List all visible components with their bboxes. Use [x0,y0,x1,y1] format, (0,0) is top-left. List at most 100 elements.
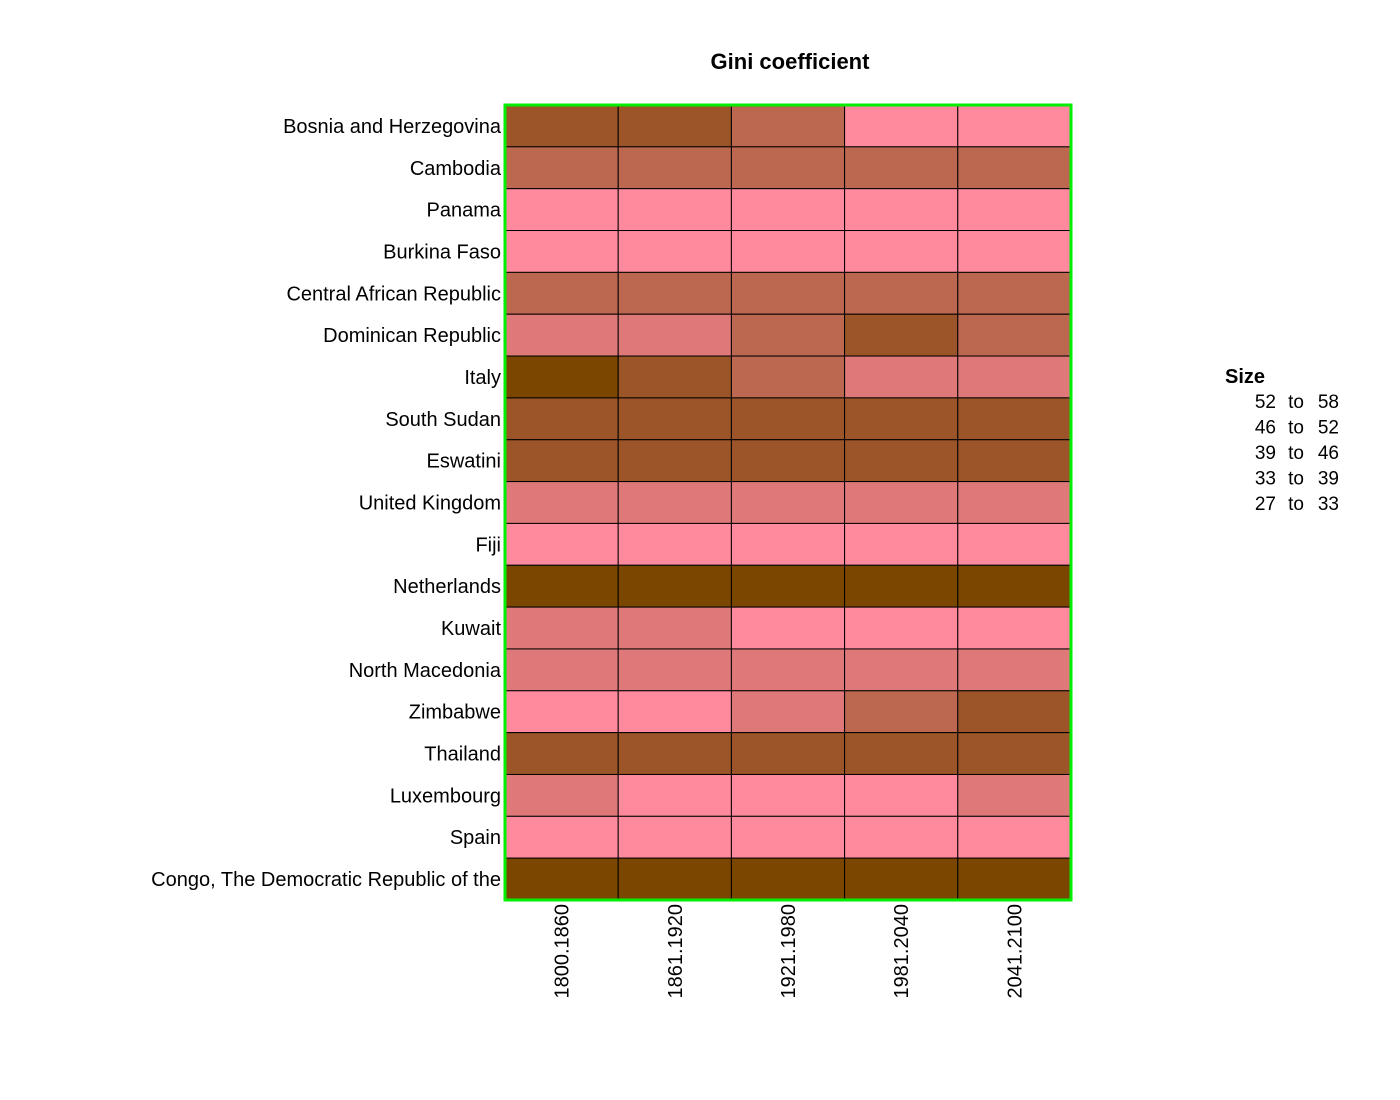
row-label-united-kingdom: United Kingdom [359,493,501,515]
heatmap-cell-eswatini-2041-2100 [957,439,1072,483]
heatmap-cell-italy-2041-2100 [957,355,1072,399]
heatmap-cell-central-african-republic-2041-2100 [957,271,1072,315]
column-label-1800-1860: 1800.1860 [552,904,574,999]
heatmap-cell-cambodia-1981-2040 [844,146,959,190]
row-label-central-african-republic: Central African Republic [286,283,501,305]
heatmap-cell-spain-1981-2040 [844,815,959,859]
legend-bin-connector: to [1288,392,1304,413]
heatmap-cell-cambodia-1861-1920 [617,146,732,190]
heatmap-cell-italy-1981-2040 [844,355,959,399]
legend-bin-connector: to [1288,443,1304,464]
heatmap-cell-panama-1981-2040 [844,188,959,232]
heatmap-cell-united-kingdom-1981-2040 [844,481,959,524]
heatmap-cell-united-kingdom-1800-1860 [504,481,619,524]
heatmap-cell-thailand-2041-2100 [957,732,1072,775]
legend-bin-from: 46 [1255,418,1276,439]
heatmap-cell-bosnia-and-herzegovina-1861-1920 [617,104,732,148]
legend-bin-connector: to [1288,418,1304,439]
heatmap-cell-panama-1921-1980 [730,188,846,232]
legend-bin-to: 58 [1318,392,1339,413]
row-label-congo-the-democratic-republic-of-the: Congo, The Democratic Republic of the [151,869,501,891]
heatmap-cell-spain-1800-1860 [504,815,619,859]
heatmap-cell-bosnia-and-herzegovina-1800-1860 [504,104,619,148]
heatmap-cell-congo-the-democratic-republic-of-the-1981-2040 [844,857,959,901]
heatmap-cell-panama-1861-1920 [617,188,732,232]
heatmap-cell-south-sudan-1800-1860 [504,397,619,441]
heatmap-cell-italy-1800-1860 [504,355,619,399]
heatmap-cell-kuwait-1981-2040 [844,606,959,650]
heatmap-cell-fiji-1800-1860 [504,522,619,566]
row-label-zimbabwe: Zimbabwe [409,702,501,724]
row-label-kuwait: Kuwait [441,618,501,640]
column-label-1861-1920: 1861.1920 [665,904,687,999]
heatmap-cell-dominican-republic-2041-2100 [957,313,1072,357]
heatmap-cell-luxembourg-1921-1980 [730,773,846,817]
heatmap-cell-thailand-1921-1980 [730,732,846,775]
heatmap-cell-eswatini-1861-1920 [617,439,732,483]
heatmap-cell-bosnia-and-herzegovina-1981-2040 [844,104,959,148]
column-label-1921-1980: 1921.1980 [778,904,800,999]
heatmap-cell-central-african-republic-1981-2040 [844,271,959,315]
heatmap-cell-luxembourg-1981-2040 [844,773,959,817]
heatmap-cell-netherlands-2041-2100 [957,564,1072,608]
heatmap-cell-cambodia-2041-2100 [957,146,1072,190]
heatmap-cell-italy-1921-1980 [730,355,846,399]
row-label-luxembourg: Luxembourg [390,785,501,807]
heatmap-cell-kuwait-2041-2100 [957,606,1072,650]
heatmap-cell-south-sudan-1921-1980 [730,397,846,441]
legend-bin-to: 33 [1318,494,1339,515]
heatmap-cell-cambodia-1800-1860 [504,146,619,190]
heatmap-cell-south-sudan-2041-2100 [957,397,1072,441]
legend-bin-connector: to [1288,469,1304,490]
heatmap-cell-burkina-faso-1800-1860 [504,230,619,273]
heatmap-cell-spain-2041-2100 [957,815,1072,859]
row-label-cambodia: Cambodia [410,158,502,180]
row-label-bosnia-and-herzegovina: Bosnia and Herzegovina [283,116,502,138]
legend-title: Size [1225,366,1265,388]
heatmap-cell-north-macedonia-1861-1920 [617,648,732,692]
heatmap-cell-dominican-republic-1861-1920 [617,313,732,357]
heatmap-cell-zimbabwe-1800-1860 [504,690,619,734]
heatmap-cell-luxembourg-1861-1920 [617,773,732,817]
heatmap-cell-netherlands-1921-1980 [730,564,846,608]
row-label-dominican-republic: Dominican Republic [323,325,501,347]
row-label-burkina-faso: Burkina Faso [383,241,501,263]
chart-title: Gini coefficient [711,49,871,74]
heatmap-cell-eswatini-1800-1860 [504,439,619,483]
legend: Size 52 to 58 46 to 52 39 to 46 33 to 39 27 to 33 [1225,366,1339,515]
row-label-fiji: Fiji [475,534,501,556]
legend-bin-connector: to [1288,494,1304,515]
heatmap-cell-congo-the-democratic-republic-of-the-2041-2100 [957,857,1072,901]
row-label-netherlands: Netherlands [393,576,501,598]
heatmap-cell-zimbabwe-2041-2100 [957,690,1072,734]
heatmap-cell-fiji-1921-1980 [730,522,846,566]
legend-bin-from: 27 [1255,494,1276,515]
row-label-spain: Spain [450,827,501,849]
heatmap-cell-spain-1921-1980 [730,815,846,859]
heatmap-cell-eswatini-1921-1980 [730,439,846,483]
row-label-italy: Italy [464,367,501,389]
heatmap-cell-united-kingdom-2041-2100 [957,481,1072,524]
row-label-thailand: Thailand [424,744,501,766]
heatmap-cell-united-kingdom-1921-1980 [730,481,846,524]
row-labels: Bosnia and Herzegovina Cambodia Panama Burk… [151,116,502,891]
heatmap-cell-kuwait-1921-1980 [730,606,846,650]
row-label-north-macedonia: North Macedonia [349,660,502,682]
heatmap-cell-congo-the-democratic-republic-of-the-1921-1980 [730,857,846,901]
heatmap-cell-south-sudan-1981-2040 [844,397,959,441]
heatmap-cell-netherlands-1981-2040 [844,564,959,608]
heatmap-cell-bosnia-and-herzegovina-1921-1980 [730,104,846,148]
heatmap-cell-central-african-republic-1861-1920 [617,271,732,315]
heatmap-cell-thailand-1861-1920 [617,732,732,775]
heatmap-cell-south-sudan-1861-1920 [617,397,732,441]
heatmap-cell-north-macedonia-1921-1980 [730,648,846,692]
column-labels: 1800.1860 1861.1920 1921.1980 1981.2040 2041… [552,904,1027,999]
legend-bin-from: 33 [1255,469,1276,490]
legend-bin-to: 46 [1318,443,1339,464]
heatmap-cell-panama-1800-1860 [504,188,619,232]
legend-bin-to: 52 [1318,418,1339,439]
heatmap-cell-congo-the-democratic-republic-of-the-1800-1860 [504,857,619,901]
heatmap-cell-burkina-faso-1981-2040 [844,230,959,273]
